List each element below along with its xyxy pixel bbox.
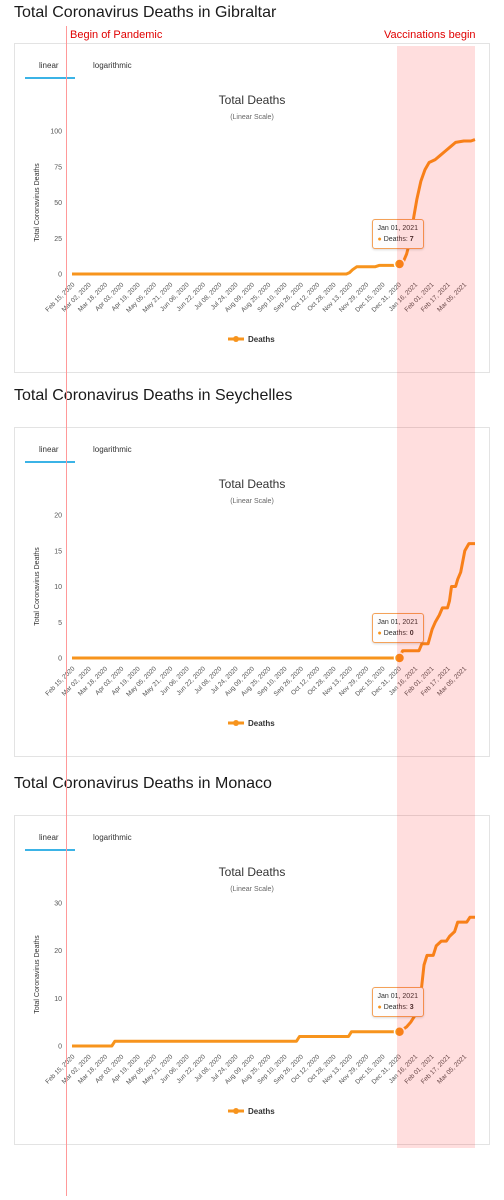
chart-svg: Total Deaths (Linear Scale) Total Coronavi… [34,477,475,728]
tab-linear[interactable]: linear [39,833,59,842]
series-line-deaths [72,542,475,660]
legend-marker-icon [233,1108,239,1114]
y-tick-label: 75 [54,164,62,171]
y-tick-label: 30 [54,901,62,908]
chart-subtitle: (Linear Scale) [230,886,274,893]
y-tick-label: 0 [58,656,62,663]
tooltip-value: 0 [409,630,414,637]
y-tick-label: 20 [54,948,62,955]
legend-marker-icon [233,336,239,342]
chart-title: Total Deaths [219,93,286,107]
legend-label: Deaths [248,335,275,344]
tooltip-label: Deaths [383,1003,406,1011]
active-tab-indicator [25,849,75,851]
chart-title: Total Deaths [219,865,286,879]
tooltip-marker [393,258,406,270]
pandemic-start-label: Begin of Pandemic [70,29,163,41]
tooltip-label: Deaths [383,235,406,243]
chart-svg: Total Deaths (Linear Scale) Total Coronavi… [34,865,475,1116]
section-title-gibraltar: Total Coronavirus Deaths in Gibraltar [14,4,277,21]
tooltip-marker [393,1025,406,1038]
chart-tooltip: Jan 01, 2021 ● Deaths: 0 [371,613,424,643]
tab-logarithmic[interactable]: logarithmic [93,833,132,842]
chart-card-seychelles: linear logarithmic Total Deaths (Linear S… [14,427,490,757]
chart-tooltip: Jan 01, 2021 ● Deaths: 7 [371,218,424,249]
legend-label: Deaths [248,719,275,728]
y-tick-label: 15 [54,548,62,555]
y-tick-label: 10 [54,996,62,1003]
scale-tabs: linear logarithmic [15,44,489,80]
y-tick-label: 0 [58,272,62,279]
vaccination-period-band [397,46,475,1148]
tab-linear[interactable]: linear [39,61,59,70]
active-tab-indicator [25,461,75,463]
chart-subtitle: (Linear Scale) [230,498,274,505]
scale-tabs: linear logarithmic [15,428,489,464]
legend-marker-icon [233,720,239,726]
y-axis-title: Total Coronavirus Deaths [34,163,41,242]
chart-subtitle: (Linear Scale) [230,114,274,121]
tooltip-label: Deaths [383,630,406,637]
tab-logarithmic[interactable]: logarithmic [93,445,132,454]
tooltip-value: 7 [409,235,414,243]
tooltip-date: Jan 01, 2021 [377,619,418,626]
y-axis-title: Total Coronavirus Deaths [34,935,41,1014]
tooltip-value-row: ● Deaths: 0 [377,630,414,637]
chart-title: Total Deaths [219,477,286,491]
y-tick-label: 20 [54,513,62,520]
tooltip-value-row: ● Deaths: 7 [377,235,414,243]
tab-logarithmic[interactable]: logarithmic [93,61,132,70]
pandemic-start-line [66,26,67,1196]
section-title-monaco: Total Coronavirus Deaths in Monaco [14,775,272,792]
series-line-deaths [72,915,475,1048]
section-title-seychelles: Total Coronavirus Deaths in Seychelles [14,387,293,404]
tooltip-date: Jan 01, 2021 [377,224,418,232]
series-line-deaths [72,138,476,276]
tab-linear[interactable]: linear [39,445,59,454]
y-tick-label: 25 [54,236,62,243]
tooltip-date: Jan 01, 2021 [377,992,418,1000]
y-tick-label: 0 [58,1044,62,1051]
vaccination-start-label: Vaccinations begin [384,29,476,41]
y-axis-title: Total Coronavirus Deaths [34,547,41,626]
y-tick-label: 100 [50,129,62,136]
tooltip-value-row: ● Deaths: 3 [377,1003,414,1011]
y-tick-label: 5 [58,620,62,627]
legend-label: Deaths [248,1107,275,1116]
y-tick-label: 50 [54,200,62,207]
y-tick-label: 10 [54,584,62,591]
tooltip-marker [393,652,406,664]
scale-tabs: linear logarithmic [15,816,489,852]
chart-tooltip: Jan 01, 2021 ● Deaths: 3 [371,986,424,1017]
chart-card-monaco: linear logarithmic Total Deaths (Linear S… [14,815,490,1145]
active-tab-indicator [25,77,75,79]
tooltip-value: 3 [409,1003,414,1011]
